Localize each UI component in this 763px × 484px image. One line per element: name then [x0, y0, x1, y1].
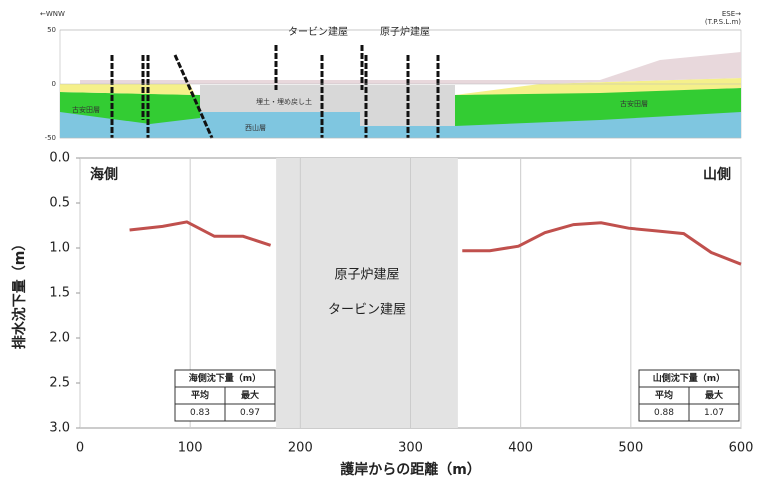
cross-section: ←WNW ESE→ (T.P.S.L.m) タービン建屋 原子炉建屋 古安田層 …: [40, 10, 741, 139]
table-header: 平均: [191, 389, 209, 401]
section-unit: (T.P.S.L.m): [705, 18, 741, 26]
side-label: 海側: [90, 166, 118, 183]
settlement-line: [462, 221, 742, 266]
x-axis-label: 護岸からの距離（m）: [340, 461, 481, 478]
table-header: 最大: [241, 389, 259, 401]
section-tick-label: 0: [52, 80, 56, 88]
boreholes: [110, 45, 440, 139]
layer-label: 古安田層: [620, 99, 648, 108]
layer-label: 西山層: [245, 123, 266, 132]
y-tick-label: 2.5: [49, 376, 70, 391]
region-label: 原子炉建屋: [334, 268, 399, 283]
summary-table: 海側沈下量（m） 平均 最大 0.83 0.97: [174, 369, 276, 422]
summary-table: 山側沈下量（m） 平均 最大 0.88 1.07: [638, 369, 740, 422]
direction-left: ←WNW: [40, 10, 65, 18]
table-title: 海側沈下量（m）: [189, 372, 261, 384]
layer-right-green: [455, 88, 741, 126]
region-label: タービン建屋: [328, 303, 406, 318]
table-header: 最大: [705, 389, 723, 401]
section-tick-label: 50: [47, 26, 56, 34]
x-tick-label: 0: [76, 441, 84, 456]
table-header: 平均: [655, 389, 673, 401]
x-tick-label: 600: [729, 441, 754, 456]
settlement-line: [129, 220, 272, 247]
layer-backfill: [200, 85, 455, 126]
building-label: タービン建屋: [288, 25, 348, 38]
direction-right: ESE→: [722, 10, 741, 18]
table-value: 0.88: [654, 408, 674, 418]
layer-label: 古安田層: [72, 105, 100, 114]
borehole: [173, 54, 214, 139]
x-tick-label: 200: [288, 441, 313, 456]
y-tick-label: 1.5: [49, 286, 70, 301]
y-axis-label: 排水沈下量（m）: [11, 237, 28, 350]
y-tick-label: 0.0: [49, 151, 70, 166]
x-tick-label: 100: [178, 441, 203, 456]
layer-right-fill: [455, 78, 741, 95]
y-tick-label: 3.0: [49, 421, 70, 436]
layer-label: 埋土・埋め戻し土: [256, 97, 312, 106]
building-region: [276, 158, 458, 428]
table-value: 0.83: [190, 408, 210, 418]
y-tick-label: 2.0: [49, 331, 70, 346]
ground-surface: [80, 52, 741, 84]
x-tick-label: 500: [618, 441, 643, 456]
section-tick-label: -50: [45, 134, 56, 142]
table-value: 1.07: [704, 408, 724, 418]
side-label: 山側: [703, 166, 731, 183]
table-value: 0.97: [240, 408, 260, 418]
layer-left-green: [60, 92, 200, 124]
x-tick-label: 300: [398, 441, 423, 456]
layer-left-fill: [60, 84, 195, 95]
table-title: 山側沈下量（m）: [653, 372, 725, 384]
y-tick-label: 1.0: [49, 241, 70, 256]
building-label: 原子炉建屋: [380, 25, 430, 38]
y-tick-label: 0.5: [49, 196, 70, 211]
x-tick-label: 400: [508, 441, 533, 456]
